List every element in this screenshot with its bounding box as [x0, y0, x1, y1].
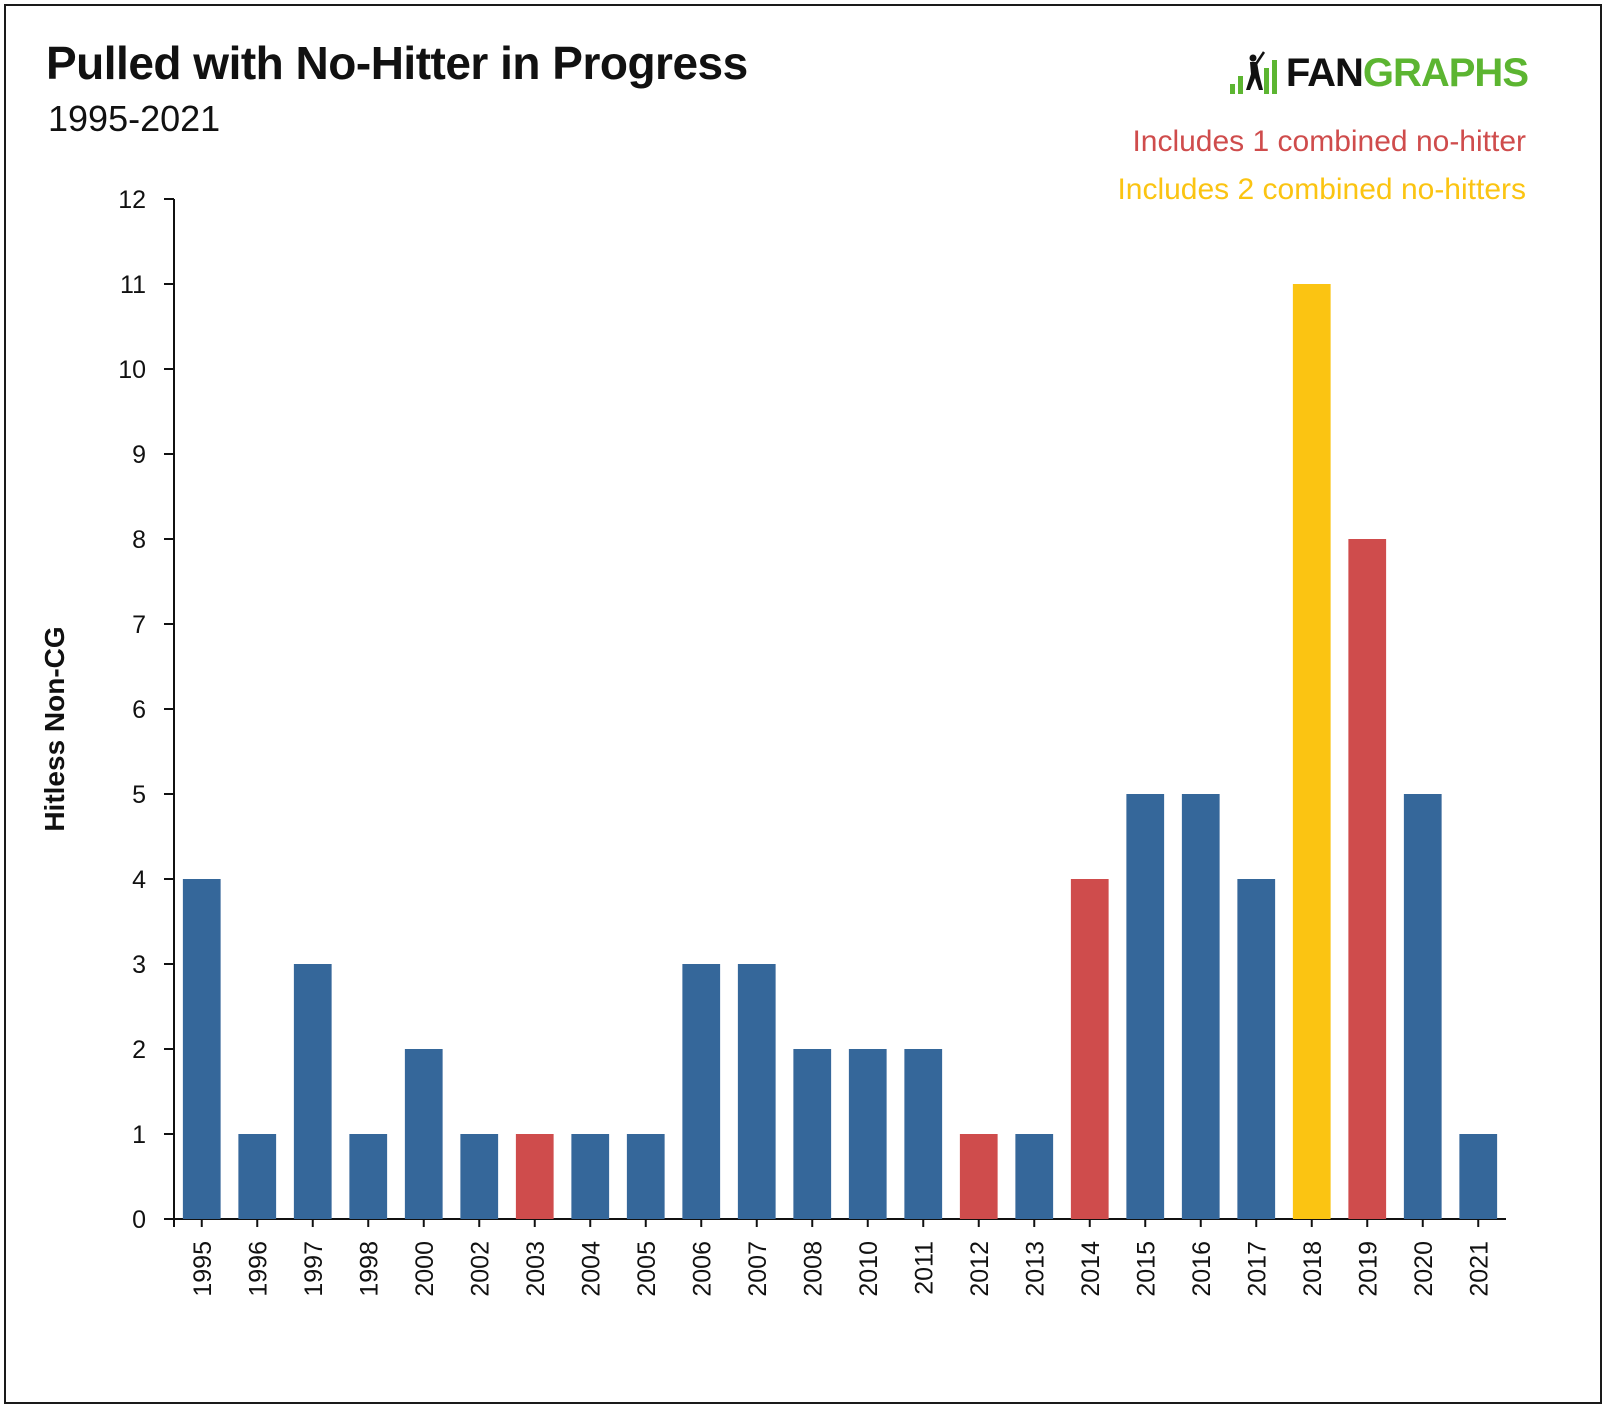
x-tick-label-1995: 1995: [189, 1241, 217, 1297]
y-tick-label: 12: [118, 186, 146, 214]
x-tick-label-2013: 2013: [1021, 1241, 1049, 1297]
y-tick-label: 4: [132, 866, 146, 894]
x-tick-label-2005: 2005: [633, 1241, 661, 1297]
y-tick-label: 7: [132, 611, 146, 639]
logo-text-graphs: GRAPHS: [1362, 50, 1529, 95]
x-tick-label-2015: 2015: [1132, 1241, 1160, 1297]
bar-2011: [904, 1049, 943, 1219]
y-tick-label: 1: [132, 1121, 146, 1149]
x-tick-label-2004: 2004: [577, 1241, 605, 1297]
x-tick-label-2014: 2014: [1077, 1241, 1105, 1297]
bar-1997: [293, 964, 332, 1219]
bar-2004: [571, 1134, 610, 1219]
x-tick-label-2003: 2003: [522, 1241, 550, 1297]
bar-2010: [848, 1049, 887, 1219]
bar-2017: [1237, 879, 1276, 1219]
y-axis-title: Hitless Non-CG: [39, 626, 70, 831]
annotation-two-combined: Includes 2 combined no-hitters: [1117, 173, 1526, 206]
y-tick-label: 6: [132, 696, 146, 724]
bar-2008: [793, 1049, 832, 1219]
chart-subtitle: 1995-2021: [48, 98, 221, 139]
x-tick-label-2000: 2000: [411, 1241, 439, 1297]
x-tick-label-2012: 2012: [966, 1241, 994, 1297]
bar-2006: [682, 964, 721, 1219]
bar-2020: [1403, 794, 1442, 1219]
bar-2002: [460, 1134, 499, 1219]
x-tick-label-2006: 2006: [688, 1241, 716, 1297]
bar-2012: [959, 1134, 998, 1219]
y-tick-label: 9: [132, 441, 146, 469]
x-tick-label-2011: 2011: [910, 1241, 938, 1295]
y-tick-label: 5: [132, 781, 146, 809]
fangraphs-logo: FANGRAPHS: [1228, 48, 1529, 98]
y-tick-label: 0: [132, 1206, 146, 1234]
x-tick-label-2007: 2007: [744, 1241, 772, 1297]
x-tick-label-2016: 2016: [1188, 1241, 1216, 1297]
bar-1998: [349, 1134, 388, 1219]
x-tick-label-2021: 2021: [1465, 1241, 1493, 1297]
bar-1995: [182, 879, 221, 1219]
y-tick-label: 2: [132, 1036, 146, 1064]
x-tick-label-1998: 1998: [355, 1241, 383, 1297]
bar-2003: [515, 1134, 554, 1219]
x-tick-label-2017: 2017: [1243, 1241, 1271, 1297]
x-tick-label-2008: 2008: [799, 1241, 827, 1297]
bar-2000: [404, 1049, 443, 1219]
x-tick-label-2002: 2002: [466, 1241, 494, 1297]
bar-2013: [1015, 1134, 1054, 1219]
x-tick-label-2019: 2019: [1354, 1241, 1382, 1297]
bar-2007: [737, 964, 776, 1219]
fangraphs-batter-logo-icon: [1229, 51, 1277, 94]
bar-2021: [1459, 1134, 1498, 1219]
x-tick-label-2010: 2010: [855, 1241, 883, 1297]
bar-2014: [1070, 879, 1109, 1219]
y-tick-label: 3: [132, 951, 146, 979]
bar-2018: [1292, 284, 1331, 1219]
logo-text-fan: FAN: [1285, 50, 1364, 95]
bar-2016: [1181, 794, 1220, 1219]
y-tick-label: 10: [118, 356, 146, 384]
x-tick-label-2018: 2018: [1299, 1241, 1327, 1297]
bar-2015: [1126, 794, 1165, 1219]
y-tick-label: 8: [132, 526, 146, 554]
chart-title: Pulled with No-Hitter in Progress: [46, 37, 748, 89]
y-tick-label: 11: [120, 271, 146, 299]
x-tick-label-2020: 2020: [1410, 1241, 1438, 1297]
bar-1996: [238, 1134, 277, 1219]
bar-2005: [626, 1134, 665, 1219]
bar-2019: [1348, 539, 1387, 1219]
x-tick-label-1997: 1997: [300, 1241, 328, 1297]
annotation-one-combined: Includes 1 combined no-hitter: [1132, 125, 1526, 158]
x-tick-label-1996: 1996: [244, 1241, 272, 1297]
